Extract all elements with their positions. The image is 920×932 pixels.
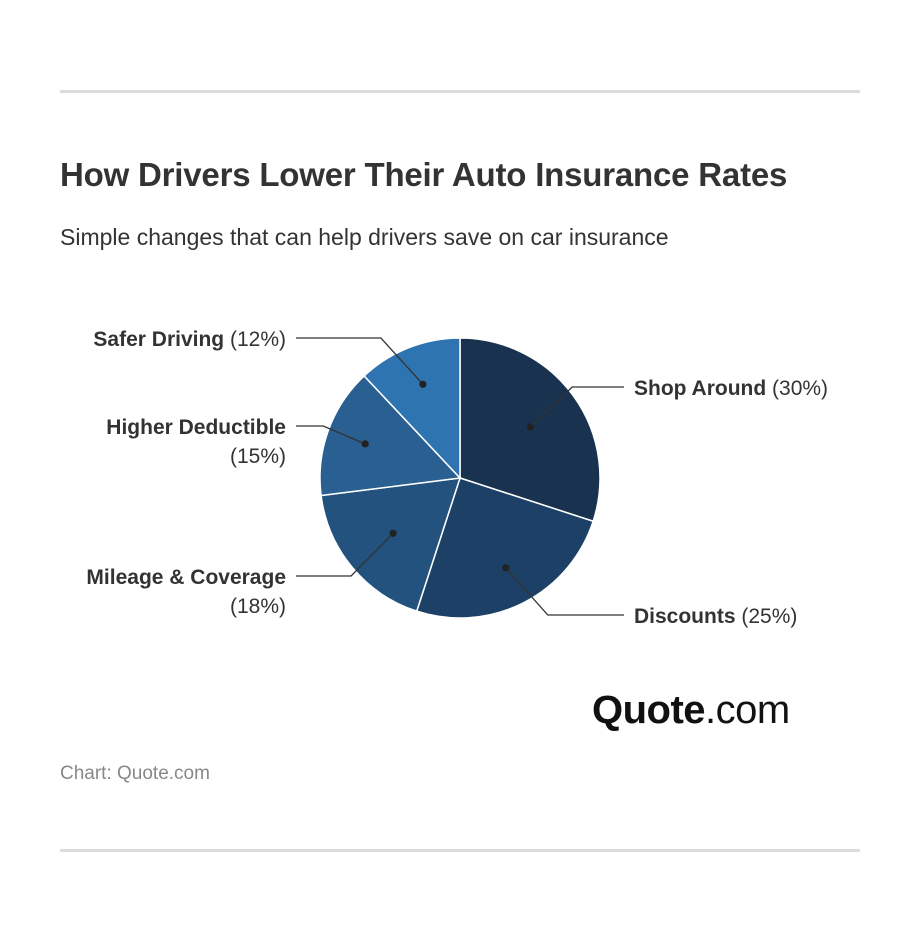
slice-label-discounts: Discounts (25%) (634, 605, 797, 628)
slice-discounts (415, 477, 595, 619)
leader-line-discounts (505, 567, 624, 616)
chart-subtitle: Simple changes that can help drivers sav… (60, 224, 669, 250)
top-divider (60, 90, 860, 93)
leader-line-shop-around (529, 386, 624, 428)
slice-label-mileage-and-coverage-line-2: (18%) (230, 595, 286, 618)
pie-slices (319, 337, 601, 619)
slice-mileage-and-coverage (320, 477, 462, 613)
slice-higher-deductible (319, 374, 462, 497)
slice-label-safer-driving: Safer Driving (12%) (93, 328, 286, 351)
slice-label-higher-deductible-line-1: Higher Deductible (106, 416, 286, 439)
slice-label-shop-around: Shop Around (30%) (634, 377, 828, 400)
chart-title: How Drivers Lower Their Auto Insurance R… (60, 156, 788, 193)
leader-dot-higher-deductible (361, 440, 369, 448)
leader-dot-shop-around (526, 423, 534, 431)
leader-dot-safer-driving (419, 380, 427, 388)
leader-line-mileage-and-coverage (296, 532, 394, 577)
quote-logo: Quote.com (592, 688, 790, 732)
leader-dot-mileage-and-coverage (389, 529, 397, 537)
slice-safer-driving (363, 337, 461, 480)
leader-dot-discounts (502, 564, 510, 572)
slice-label-mileage-and-coverage-line-1: Mileage & Coverage (86, 566, 286, 589)
bottom-divider (60, 849, 860, 852)
slice-label-higher-deductible-line-2: (15%) (230, 445, 286, 468)
slice-labels: Shop Around (30%) Discounts (25%) Mileage … (86, 328, 828, 628)
leader-lines (296, 337, 624, 616)
leader-line-higher-deductible (296, 425, 366, 445)
chart-credit: Chart: Quote.com (60, 763, 210, 784)
leader-line-safer-driving (296, 337, 424, 385)
